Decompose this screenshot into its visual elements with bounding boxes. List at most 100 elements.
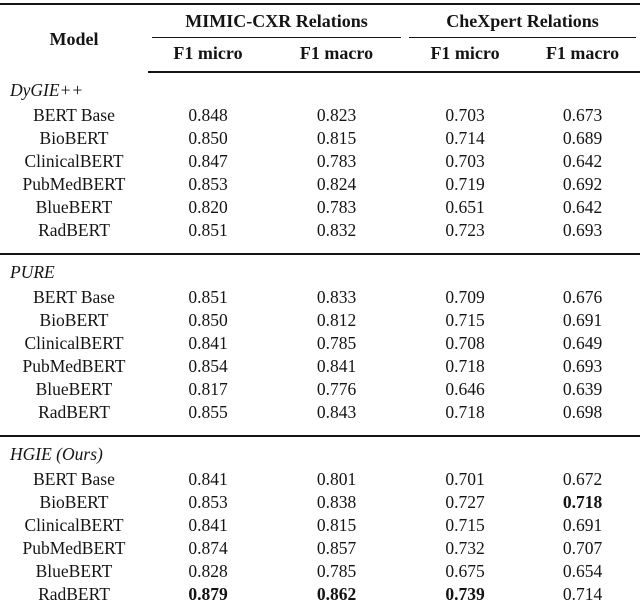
value-cell: 0.675 <box>445 561 485 581</box>
value-cell: 0.672 <box>562 469 603 489</box>
value-cell: 0.853 <box>188 492 228 512</box>
table-row: BERT Base 0.848 0.823 0.703 0.673 <box>0 104 640 127</box>
value-cell: 0.715 <box>445 310 485 330</box>
table-row: RadBERT 0.879 0.862 0.739 0.714 <box>0 583 640 608</box>
model-name: ClinicalBERT <box>24 515 124 535</box>
section-row-hgie: HGIE (Ours) <box>0 435 640 468</box>
value-cell: 0.714 <box>562 584 603 604</box>
value-cell: 0.703 <box>445 151 485 171</box>
value-cell: 0.847 <box>188 151 228 171</box>
value-cell: 0.848 <box>188 105 228 125</box>
model-name: BioBERT <box>39 492 109 512</box>
value-cell: 0.855 <box>188 402 228 422</box>
section-row-pure: PURE <box>0 253 640 286</box>
table-row: RadBERT 0.851 0.832 0.723 0.693 <box>0 219 640 254</box>
model-name: ClinicalBERT <box>24 333 124 353</box>
table-row: BioBERT 0.853 0.838 0.727 0.718 <box>0 491 640 514</box>
value-cell: 0.649 <box>562 333 603 353</box>
value-cell: 0.841 <box>188 469 228 489</box>
value-cell: 0.823 <box>316 105 357 125</box>
value-cell: 0.673 <box>562 105 603 125</box>
results-table: Model MIMIC-CXR Relations CheXpert Relat… <box>0 3 640 608</box>
table-row: PubMedBERT 0.874 0.857 0.732 0.707 <box>0 537 640 560</box>
value-cell: 0.692 <box>562 174 603 194</box>
group-header-chexpert-label: CheXpert Relations <box>409 10 637 38</box>
value-cell: 0.851 <box>188 287 228 307</box>
value-cell: 0.850 <box>188 310 228 330</box>
table-row: ClinicalBERT 0.847 0.783 0.703 0.642 <box>0 150 640 173</box>
value-cell-best: 0.879 <box>188 584 228 604</box>
value-cell: 0.817 <box>188 379 228 399</box>
section-label-dygie: DyGIE++ <box>10 80 84 100</box>
value-cell: 0.723 <box>445 220 485 240</box>
value-cell: 0.654 <box>562 561 603 581</box>
value-cell: 0.854 <box>188 356 228 376</box>
table-row: ClinicalBERT 0.841 0.785 0.708 0.649 <box>0 332 640 355</box>
group-header-chexpert: CheXpert Relations <box>405 4 640 38</box>
model-name: BERT Base <box>33 287 115 307</box>
table-row: BERT Base 0.841 0.801 0.701 0.672 <box>0 468 640 491</box>
table-header: Model MIMIC-CXR Relations CheXpert Relat… <box>0 4 640 73</box>
model-name: PubMedBERT <box>22 174 126 194</box>
table-row: RadBERT 0.855 0.843 0.718 0.698 <box>0 401 640 436</box>
table-row: ClinicalBERT 0.841 0.815 0.715 0.691 <box>0 514 640 537</box>
value-cell: 0.853 <box>188 174 228 194</box>
model-name: BioBERT <box>39 310 109 330</box>
table-row: BlueBERT 0.820 0.783 0.651 0.642 <box>0 196 640 219</box>
model-name: BlueBERT <box>35 379 113 399</box>
value-cell: 0.838 <box>316 492 357 512</box>
group-header-mimic-cxr-label: MIMIC-CXR Relations <box>152 10 402 38</box>
value-cell: 0.715 <box>445 515 485 535</box>
value-cell: 0.693 <box>562 356 603 376</box>
value-cell-best: 0.862 <box>316 584 357 604</box>
value-cell: 0.707 <box>562 538 603 558</box>
value-cell: 0.703 <box>445 105 485 125</box>
value-cell: 0.783 <box>316 197 357 217</box>
value-cell: 0.824 <box>316 174 357 194</box>
value-cell: 0.708 <box>445 333 485 353</box>
value-cell: 0.701 <box>445 469 485 489</box>
value-cell: 0.874 <box>188 538 228 558</box>
table-row: PubMedBERT 0.854 0.841 0.718 0.693 <box>0 355 640 378</box>
value-cell: 0.718 <box>445 402 485 422</box>
value-cell: 0.689 <box>562 128 603 148</box>
value-cell: 0.841 <box>188 515 228 535</box>
value-cell: 0.828 <box>188 561 228 581</box>
table-row: BlueBERT 0.817 0.776 0.646 0.639 <box>0 378 640 401</box>
model-name: BlueBERT <box>35 197 113 217</box>
value-cell: 0.841 <box>316 356 357 376</box>
value-cell-best: 0.718 <box>562 492 603 512</box>
value-cell: 0.676 <box>562 287 603 307</box>
group-header-mimic-cxr: MIMIC-CXR Relations <box>148 4 405 38</box>
section-label-hgie: HGIE (Ours) <box>0 435 640 468</box>
model-name: BERT Base <box>33 469 115 489</box>
model-name: PubMedBERT <box>22 356 126 376</box>
model-name: ClinicalBERT <box>24 151 124 171</box>
column-header-mimic-f1-macro: F1 macro <box>268 38 406 73</box>
model-name: BioBERT <box>39 128 109 148</box>
table-row: BlueBERT 0.828 0.785 0.675 0.654 <box>0 560 640 583</box>
value-cell: 0.851 <box>188 220 228 240</box>
value-cell: 0.691 <box>562 515 603 535</box>
model-name: RadBERT <box>38 584 110 604</box>
value-cell: 0.841 <box>188 333 228 353</box>
value-cell: 0.815 <box>316 515 357 535</box>
value-cell: 0.783 <box>316 151 357 171</box>
column-header-chexpert-f1-micro: F1 micro <box>405 38 526 73</box>
section-row-dygie: DyGIE++ <box>0 72 640 104</box>
value-cell: 0.639 <box>562 379 603 399</box>
table-row: BERT Base 0.851 0.833 0.709 0.676 <box>0 286 640 309</box>
value-cell: 0.714 <box>445 128 485 148</box>
value-cell: 0.833 <box>316 287 357 307</box>
value-cell: 0.719 <box>445 174 485 194</box>
value-cell: 0.776 <box>316 379 357 399</box>
value-cell: 0.709 <box>445 287 485 307</box>
value-cell: 0.843 <box>316 402 357 422</box>
model-name: RadBERT <box>38 220 110 240</box>
section-label-pure: PURE <box>0 253 640 286</box>
column-header-chexpert-f1-macro: F1 macro <box>525 38 640 73</box>
model-name: PubMedBERT <box>22 538 126 558</box>
value-cell: 0.691 <box>562 310 603 330</box>
value-cell: 0.651 <box>445 197 485 217</box>
value-cell: 0.642 <box>562 151 603 171</box>
